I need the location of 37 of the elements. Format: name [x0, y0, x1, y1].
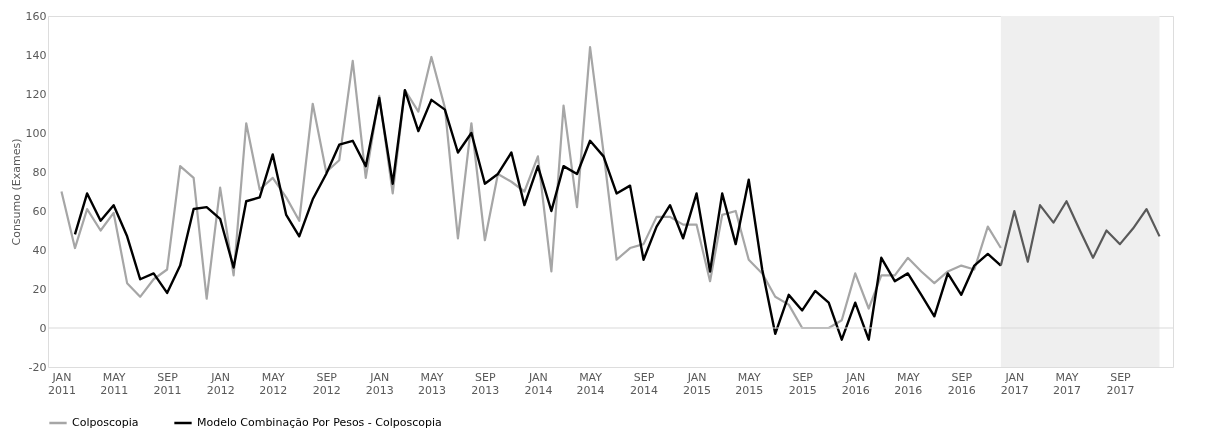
x-tick-label: SEP 2011 [153, 370, 182, 397]
line-series [60, 46, 1002, 330]
x-tick-label: MAY 2012 [259, 370, 288, 397]
x-tick-label: SEP 2015 [788, 370, 817, 397]
x-tick-label: SEP 2016 [947, 370, 976, 397]
x-tick-label: MAY 2017 [1053, 370, 1081, 397]
x-tick-label: MAY 2016 [894, 370, 923, 397]
y-tick-label: 120 [25, 87, 47, 101]
y-tick-label: 80 [32, 165, 47, 179]
y-tick-label: 20 [32, 282, 47, 296]
legend-label: Colposcopia [72, 416, 139, 429]
x-tick-label: MAY 2015 [735, 370, 764, 397]
x-tick-label: JAN 2011 [47, 370, 76, 397]
x-tick-label: JAN 2012 [206, 370, 235, 397]
line-series [999, 200, 1161, 267]
x-tick-label: SEP 2014 [630, 370, 659, 397]
x-tick-label: SEP 2017 [1106, 370, 1135, 397]
x-tick-label: JAN 2013 [365, 370, 394, 397]
y-tick-label: 140 [25, 48, 47, 62]
y-tick-label: 60 [32, 204, 47, 218]
x-tick-label: SEP 2012 [312, 370, 341, 397]
y-tick-label: 0 [39, 321, 47, 335]
y-tick-label: 40 [32, 243, 47, 257]
y-tick-label: 100 [25, 126, 47, 140]
x-tick-label: MAY 2013 [417, 370, 446, 397]
x-tick-label: JAN 2015 [683, 370, 712, 397]
x-tick-label: SEP 2013 [471, 370, 500, 397]
x-tick-label: JAN 2014 [524, 370, 553, 397]
x-tick-label: MAY 2011 [100, 370, 129, 397]
x-tick-label: MAY 2014 [576, 370, 605, 397]
y-tick-label: -20 [28, 360, 47, 374]
line-series [73, 88, 1003, 341]
x-tick-label: JAN 2017 [1000, 370, 1029, 397]
legend-label: Modelo Combinação Por Pesos - Colposcopia [197, 416, 442, 429]
y-tick-label: 160 [25, 9, 47, 23]
x-tick-label: JAN 2016 [841, 370, 870, 397]
y-axis-title: Consumo (Exames) [9, 138, 23, 246]
